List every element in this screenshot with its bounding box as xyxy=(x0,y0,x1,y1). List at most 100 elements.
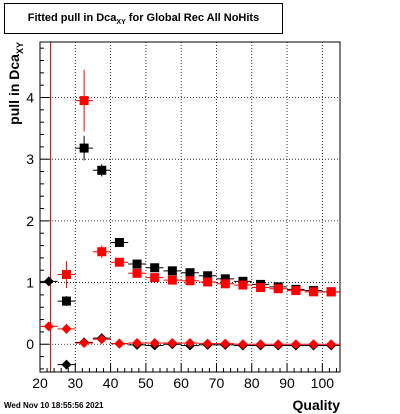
diamond-marker xyxy=(132,338,143,349)
diamond-marker xyxy=(149,338,160,349)
x-tick-label: 30 xyxy=(68,375,84,391)
diamond-marker xyxy=(220,338,231,349)
y-axis-label-main: pull in Dca xyxy=(6,54,22,125)
square-marker xyxy=(97,247,107,257)
square-marker xyxy=(220,274,230,284)
data-point xyxy=(304,287,323,297)
square-marker xyxy=(203,271,213,281)
x-tick-label: 40 xyxy=(103,375,119,391)
x-tick-label: 90 xyxy=(279,375,295,391)
square-marker xyxy=(309,287,319,297)
data-point xyxy=(163,266,182,276)
square-marker xyxy=(114,237,124,247)
data-point xyxy=(92,164,111,177)
square-marker xyxy=(61,270,71,280)
diamond-marker xyxy=(326,339,337,350)
diamond-marker xyxy=(167,338,178,349)
diamond-marker xyxy=(96,334,107,345)
data-point xyxy=(110,338,129,349)
square-marker xyxy=(132,259,142,269)
grid xyxy=(40,42,340,372)
data-point xyxy=(322,339,340,350)
diamond-marker xyxy=(61,359,72,370)
data-point xyxy=(287,339,305,350)
chart-title-box: Fitted pull in DcaXY for Global Rec All … xyxy=(4,3,283,34)
chart-title-main: Fitted pull in Dca xyxy=(27,12,117,24)
data-marks xyxy=(40,69,340,370)
x-tick-label: 60 xyxy=(173,375,189,391)
diamond-marker xyxy=(273,339,284,350)
data-point xyxy=(304,339,323,350)
data-point xyxy=(92,334,111,345)
diamond-marker xyxy=(308,339,319,350)
diamond-marker xyxy=(61,323,72,334)
diamond-marker xyxy=(79,338,90,349)
data-point xyxy=(110,237,129,247)
data-point xyxy=(322,287,340,297)
square-marker xyxy=(167,275,177,285)
plot-frame xyxy=(39,41,341,373)
data-point xyxy=(57,296,76,306)
square-marker xyxy=(326,287,336,297)
data-point xyxy=(110,257,129,267)
square-marker xyxy=(97,165,107,175)
data-point xyxy=(92,245,111,258)
data-point xyxy=(251,339,270,350)
diamond-marker xyxy=(114,338,125,349)
chart-title: Fitted pull in DcaXY for Global Rec All … xyxy=(5,4,282,33)
data-point xyxy=(57,359,76,370)
square-marker xyxy=(132,268,142,278)
data-point xyxy=(75,338,93,349)
data-point xyxy=(198,277,217,287)
square-marker xyxy=(238,280,248,290)
data-point xyxy=(269,284,288,294)
square-marker xyxy=(185,268,195,278)
diamond-marker xyxy=(202,338,213,349)
data-point xyxy=(40,321,58,332)
chart-title-suffix: for Global Rec All NoHits xyxy=(125,12,260,24)
y-tick-label: 2 xyxy=(26,213,34,229)
square-marker xyxy=(114,257,124,267)
chart-title-subscript: XY xyxy=(116,19,126,26)
data-point xyxy=(128,259,146,269)
data-point xyxy=(163,275,182,285)
diamond-marker xyxy=(237,339,248,350)
data-point xyxy=(181,338,199,349)
data-point xyxy=(75,69,93,132)
y-tick-label: 1 xyxy=(26,275,34,291)
x-tick-label: 100 xyxy=(311,375,335,391)
y-tick-label: 0 xyxy=(26,336,34,352)
square-marker xyxy=(185,276,195,286)
square-marker xyxy=(291,286,301,296)
data-point xyxy=(145,263,164,273)
data-point xyxy=(57,260,76,289)
data-point xyxy=(216,338,235,349)
data-point xyxy=(269,339,288,350)
square-marker xyxy=(256,282,266,292)
data-point xyxy=(216,279,235,289)
square-marker xyxy=(61,296,71,306)
diamond-marker xyxy=(43,276,54,287)
x-tick-label: 20 xyxy=(32,375,48,391)
data-point xyxy=(181,276,199,286)
square-marker xyxy=(79,96,89,106)
timestamp: Wed Nov 10 18:55:56 2021 xyxy=(4,401,104,410)
x-tick-label: 50 xyxy=(138,375,154,391)
x-tick-label: 80 xyxy=(244,375,260,391)
square-marker xyxy=(150,273,160,283)
data-point xyxy=(75,135,93,161)
square-marker xyxy=(220,279,230,289)
y-axis-label-subscript: XY xyxy=(15,42,25,54)
data-point xyxy=(145,338,164,349)
data-point xyxy=(145,273,164,283)
x-tick-label: 70 xyxy=(209,375,225,391)
y-axis-label: pull in DcaXY xyxy=(6,42,25,125)
diamond-marker xyxy=(255,339,266,350)
data-point xyxy=(181,268,199,278)
square-marker xyxy=(273,284,283,294)
data-point xyxy=(198,271,217,281)
axis-ticks: 20 30 40 50 60 70 80 90 100 0 1 2 3 4 xyxy=(26,47,337,391)
data-point xyxy=(128,338,146,349)
diamond-marker xyxy=(43,321,54,332)
